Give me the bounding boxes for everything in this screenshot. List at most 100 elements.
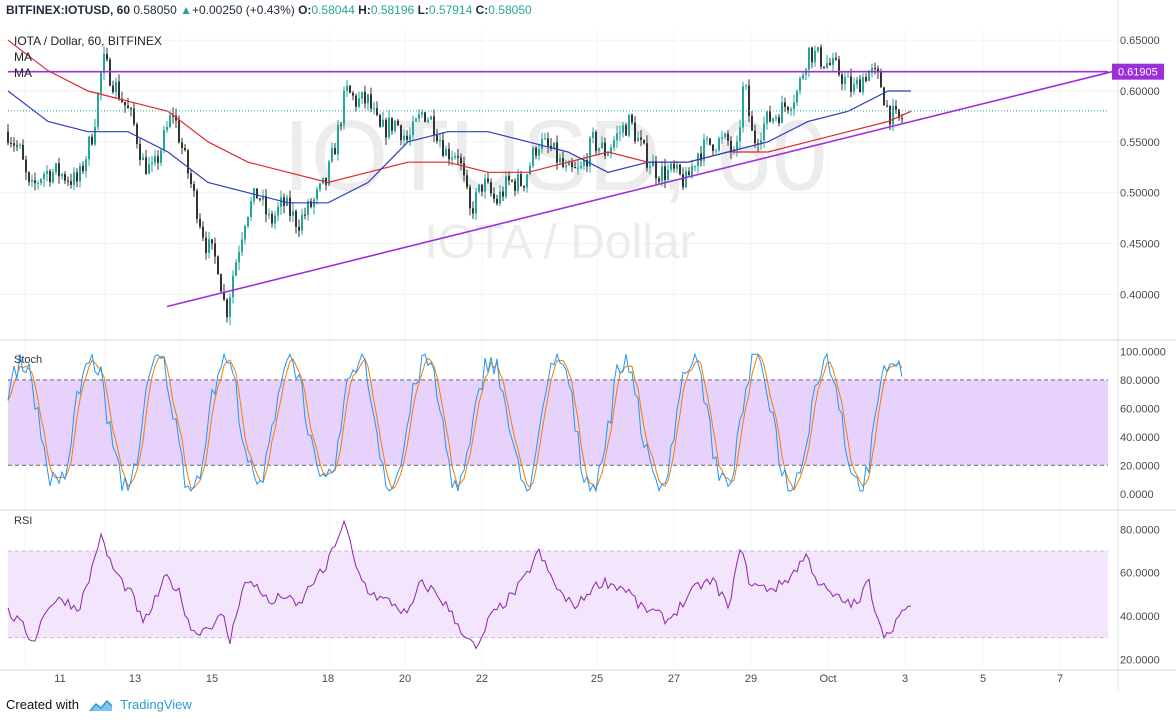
candle-body — [187, 150, 189, 174]
candle-body — [553, 142, 555, 149]
candle-body — [766, 111, 768, 124]
candle-body — [649, 166, 651, 168]
candle-body — [112, 85, 114, 92]
candle-body — [562, 157, 564, 167]
candle-body — [883, 87, 885, 106]
candle-body — [610, 147, 612, 154]
low-value: 0.57914 — [428, 3, 473, 17]
candle-body — [13, 143, 15, 146]
candle-body — [127, 105, 129, 109]
time-tick-label: 15 — [206, 673, 218, 685]
candle-body — [778, 117, 780, 123]
price-tag-background — [1112, 63, 1164, 80]
symbol-name[interactable]: BITFINEX:IOTUSD, 60 — [6, 3, 131, 17]
high-value: 0.58196 — [370, 3, 415, 17]
candle-body — [49, 171, 51, 183]
time-axis[interactable]: 11 13 15 18 20 22 25 27 29 Oct 3 5 7 — [54, 673, 1063, 685]
rsi-tick-label: 60.0000 — [1120, 568, 1160, 580]
candle-body — [538, 149, 540, 156]
price-tick-label: 0.60000 — [1120, 86, 1160, 98]
candle-body — [178, 120, 180, 143]
candle-body — [373, 108, 375, 110]
candle-body — [466, 175, 468, 188]
candle-body — [379, 114, 381, 127]
time-tick-label: 25 — [591, 673, 603, 685]
candle-body — [874, 68, 876, 70]
candle-body — [298, 227, 300, 231]
candle-body — [583, 160, 585, 166]
candle-body — [505, 176, 507, 197]
candle-body — [580, 165, 582, 168]
drawings[interactable] — [8, 70, 1113, 308]
candle-body — [67, 180, 69, 182]
candle-body — [574, 167, 576, 169]
candle-body — [619, 132, 621, 134]
candle-body — [211, 239, 213, 244]
candle-body — [763, 123, 765, 141]
candle-body — [385, 119, 387, 138]
candle-body — [28, 172, 30, 182]
candle-body — [529, 165, 531, 175]
candle-body — [334, 148, 336, 155]
candle-body — [535, 147, 537, 156]
price-axis[interactable]: 0.65000 0.60000 0.55000 0.50000 0.45000 0.400… — [1112, 35, 1164, 301]
candle-body — [868, 70, 870, 82]
tradingview-link[interactable]: TradingView — [120, 697, 192, 712]
moving-averages — [7, 39, 1108, 204]
candle-body — [136, 124, 138, 144]
candle-body — [139, 143, 141, 160]
candle-body — [145, 157, 147, 174]
candle-body — [403, 135, 405, 141]
stoch-label[interactable]: Stoch — [14, 354, 43, 366]
close-value: 0.58050 — [488, 3, 532, 17]
candle-body — [421, 112, 423, 115]
candle-body — [73, 172, 75, 185]
stoch-tick-label: 100.0000 — [1120, 346, 1166, 358]
candle-body — [565, 165, 567, 167]
candle-body — [166, 126, 168, 131]
candle-body — [643, 140, 645, 144]
candle-body — [397, 120, 399, 126]
candle-body — [721, 137, 723, 139]
candle-body — [715, 150, 717, 152]
ma-legend-fast[interactable]: MA — [14, 50, 32, 64]
candle-body — [202, 226, 204, 238]
candle-body — [424, 112, 426, 122]
candle-body — [838, 59, 840, 75]
candle-body — [343, 90, 345, 125]
candle-body — [103, 53, 105, 73]
candle-body — [160, 150, 162, 163]
candle-body — [40, 179, 42, 184]
rsi-axis[interactable]: 80.0000 60.0000 40.0000 20.0000 — [1120, 524, 1160, 666]
watermark-symbol: IOTUSD, 60 — [283, 100, 828, 212]
candle-body — [517, 174, 519, 192]
time-tick-label: 18 — [322, 673, 334, 685]
candle-body — [748, 85, 750, 117]
candle-body — [148, 164, 150, 174]
candle-body — [658, 178, 660, 182]
candle-body — [814, 50, 816, 63]
candle-body — [847, 76, 849, 78]
candle-body — [331, 148, 333, 162]
candle-body — [676, 164, 678, 169]
candle-body — [388, 117, 390, 138]
candle-body — [340, 124, 342, 126]
candle-body — [280, 197, 282, 207]
candle-body — [586, 160, 588, 167]
stoch-axis[interactable]: 100.0000 80.0000 60.0000 40.0000 20.0000 0.00… — [1120, 346, 1166, 500]
rsi-label[interactable]: RSI — [14, 515, 33, 527]
time-tick-label: 22 — [476, 673, 488, 685]
candle-body — [34, 180, 36, 184]
candle-body — [502, 191, 504, 197]
candle-body — [727, 133, 729, 141]
candle-body — [454, 156, 456, 158]
candle-body — [739, 127, 741, 142]
candle-body — [547, 138, 549, 146]
candle-body — [22, 144, 24, 160]
candle-body — [787, 106, 789, 111]
candle-body — [16, 145, 18, 147]
candle-body — [892, 105, 894, 125]
candle-body — [235, 262, 237, 276]
ma-legend-slow[interactable]: MA — [14, 66, 32, 80]
